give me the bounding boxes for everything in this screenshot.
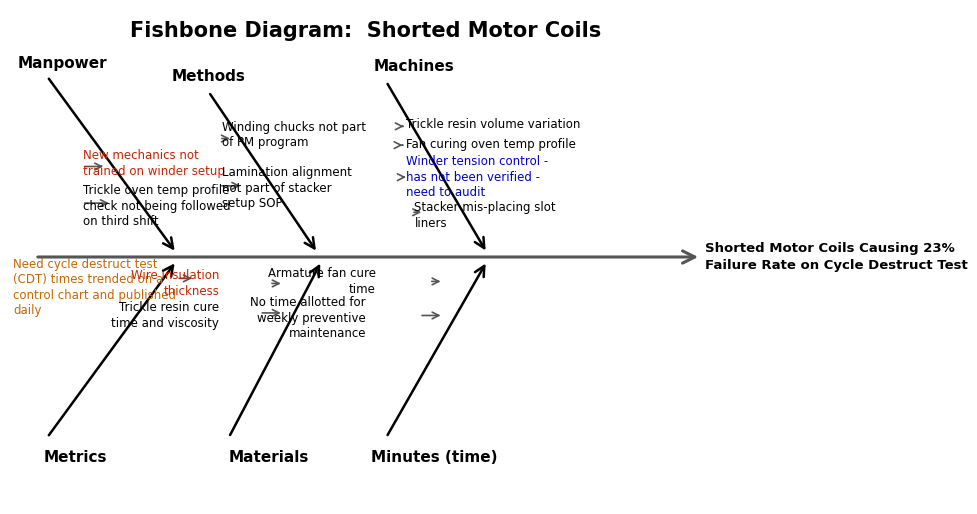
Text: Trickle oven temp profile
check not being followed
on third shift: Trickle oven temp profile check not bein… (83, 184, 232, 228)
Text: Winder tension control -
has not been verified -
need to audit: Winder tension control - has not been ve… (406, 155, 549, 199)
Text: Trickle resin cure
time and viscosity: Trickle resin cure time and viscosity (111, 301, 219, 329)
Text: Shorted Motor Coils Causing 23%
Failure Rate on Cycle Destruct Test: Shorted Motor Coils Causing 23% Failure … (705, 242, 968, 272)
Text: No time allotted for
weekly preventive
maintenance: No time allotted for weekly preventive m… (250, 296, 366, 340)
Text: Minutes (time): Minutes (time) (371, 450, 498, 465)
Text: New mechanics not
trained on winder setup: New mechanics not trained on winder setu… (83, 149, 226, 178)
Text: Fan curing oven temp profile: Fan curing oven temp profile (406, 138, 576, 151)
Text: Metrics: Metrics (44, 450, 107, 465)
Text: Wire insulation
thickness: Wire insulation thickness (131, 269, 219, 298)
Text: Trickle resin volume variation: Trickle resin volume variation (406, 118, 580, 131)
Text: Winding chucks not part
of PM program: Winding chucks not part of PM program (223, 121, 366, 149)
Text: Methods: Methods (172, 69, 245, 84)
Text: Manpower: Manpower (18, 57, 106, 71)
Text: Fishbone Diagram:  Shorted Motor Coils: Fishbone Diagram: Shorted Motor Coils (130, 21, 602, 41)
Text: Stacker mis-placing slot
liners: Stacker mis-placing slot liners (414, 201, 556, 230)
Text: Materials: Materials (229, 450, 310, 465)
Text: Lamination alignment
not part of stacker
setup SOP: Lamination alignment not part of stacker… (223, 167, 352, 210)
Text: Machines: Machines (374, 59, 454, 74)
Text: Armature fan cure
time: Armature fan cure time (268, 267, 376, 296)
Text: Need cycle destruct test
(CDT) times trended on a
control chart and published
da: Need cycle destruct test (CDT) times tre… (14, 258, 176, 317)
